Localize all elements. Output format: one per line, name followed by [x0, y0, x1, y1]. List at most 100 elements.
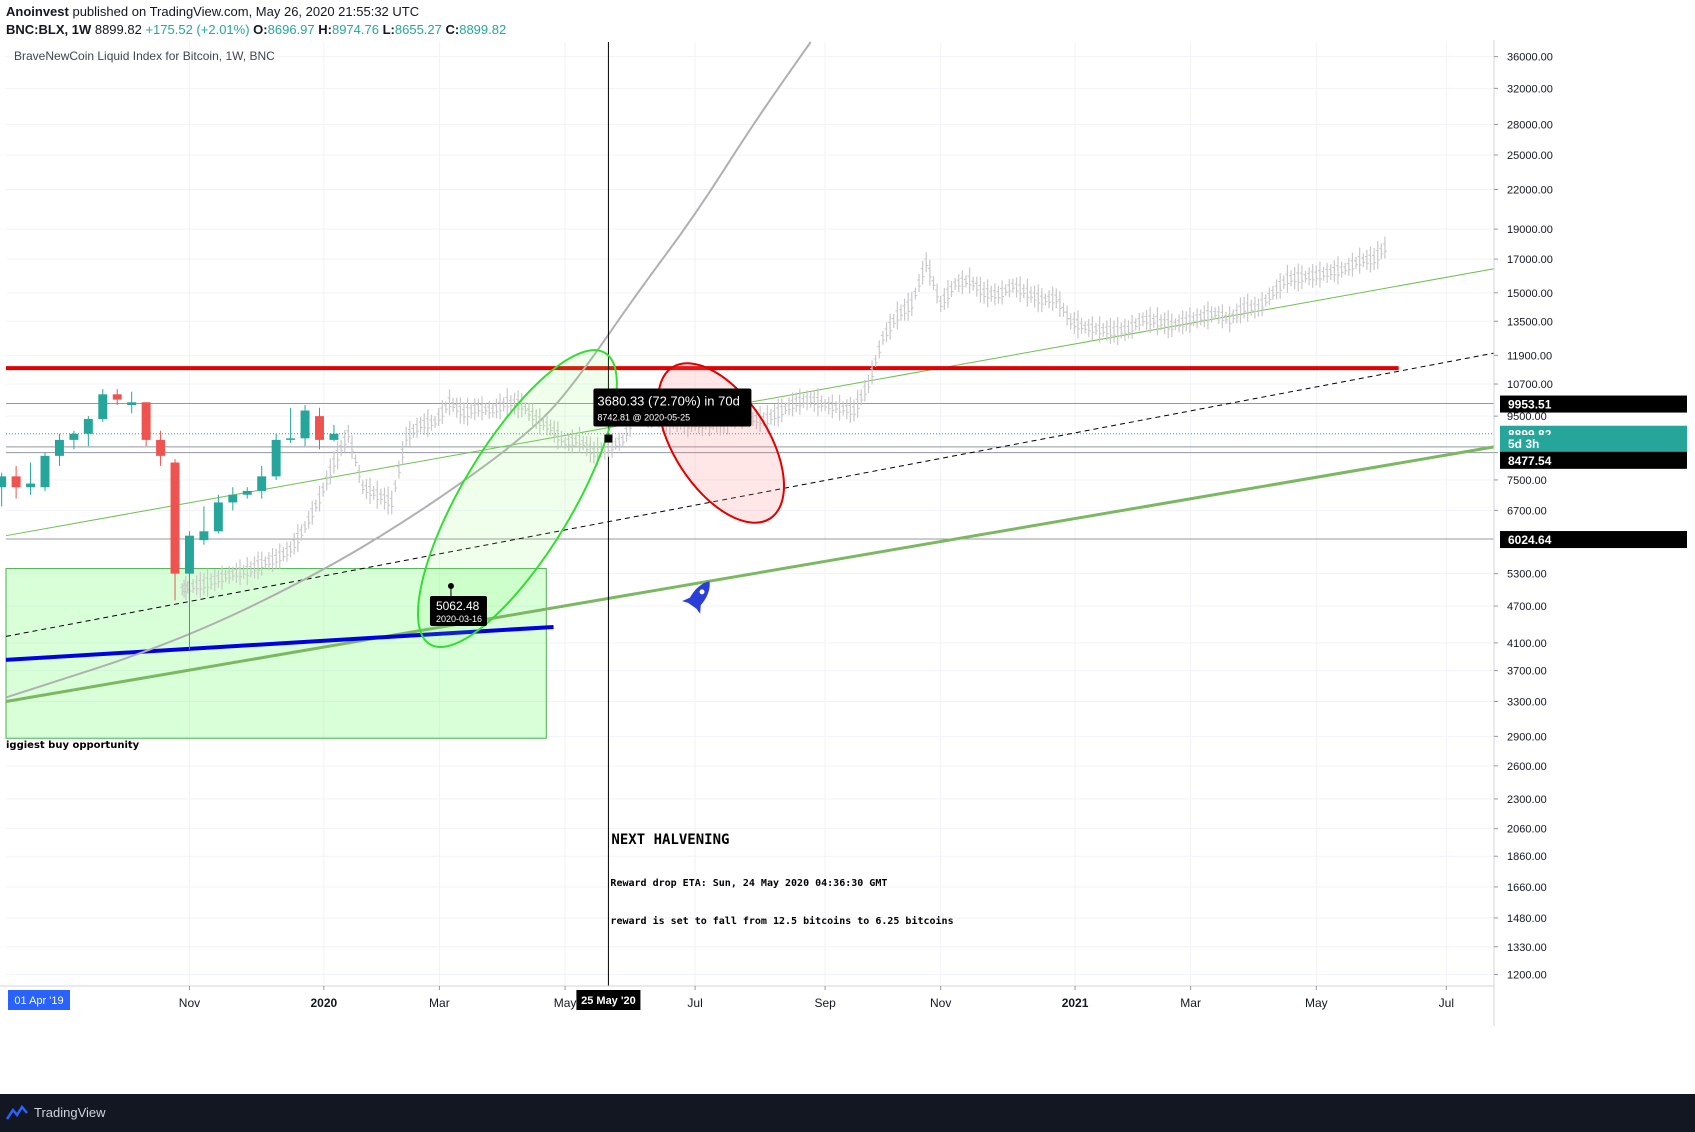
- measure-sub-date: 2020-05-25: [642, 413, 691, 423]
- candle-body: [286, 438, 296, 440]
- price-tick-label: 1330.00: [1507, 942, 1547, 954]
- price-badge-label: 9953.51: [1508, 398, 1552, 412]
- rocket-icon: [682, 581, 710, 614]
- time-axis[interactable]: Nov 2020 Mar May Jul Sep Nov 2021 Mar May Jul 01 Ap…: [0, 985, 1494, 1010]
- author-name[interactable]: Anoinvest: [6, 4, 69, 19]
- candle-body: [0, 476, 7, 488]
- time-tick-label: Sep: [814, 996, 836, 1010]
- price-badge-label: 6024.64: [1508, 533, 1552, 547]
- candlestick-series: [0, 389, 339, 650]
- candle-body: [112, 394, 122, 400]
- price-tick-label: 15000.00: [1507, 288, 1553, 300]
- measure-text: 3680.33 (72.70%) in 70d: [597, 394, 739, 409]
- low-label-value: 5062.48: [436, 599, 480, 613]
- candle-body: [26, 483, 36, 488]
- time-tick-label: Nov: [930, 996, 951, 1010]
- price-tick-label: 4700.00: [1507, 601, 1547, 613]
- candle-body: [315, 416, 324, 440]
- price-tick-label: 3700.00: [1507, 666, 1547, 678]
- candle-body: [54, 439, 64, 456]
- tradingview-logo-icon[interactable]: [6, 1104, 28, 1122]
- curve-line: [5, 41, 812, 699]
- candle-body: [271, 439, 281, 477]
- high-label: H:: [318, 22, 332, 37]
- price-tick-label: 2060.00: [1507, 824, 1547, 836]
- measure-box: [593, 388, 752, 427]
- candle-body: [228, 494, 238, 503]
- candle-body: [257, 476, 267, 491]
- price-badge: [1500, 434, 1687, 452]
- measure-sub-price: 8742.81: [597, 413, 630, 423]
- open-label: O:: [253, 22, 268, 37]
- price-tick-label: 1200.00: [1507, 970, 1547, 982]
- price-axis[interactable]: 36000.00 32000.00 28000.00 25000.00 22000.00…: [1493, 40, 1687, 1026]
- trendline-dashed: [5, 352, 1495, 637]
- price-tick-label: 22000.00: [1507, 185, 1553, 197]
- candle-body: [300, 410, 310, 439]
- low-label-box: [429, 596, 487, 627]
- symbol-label[interactable]: BNC:BLX, 1W: [6, 22, 92, 37]
- ohlc-legend: BNC:BLX, 1W 8899.82 +175.52 (+2.01%) O:8…: [6, 22, 506, 37]
- rocket-fin-right: [696, 602, 701, 614]
- low-label: L:: [382, 22, 395, 37]
- price-tick-label: 36000.00: [1507, 52, 1553, 64]
- price-tick-label: 7500.00: [1507, 475, 1547, 487]
- price-chart[interactable]: iggiest buy opportunity BraveNewCoin Liq…: [0, 40, 1695, 1094]
- price-tick-label: 4100.00: [1507, 638, 1547, 650]
- price-tick-label: 3300.00: [1507, 697, 1547, 709]
- trendline-green-thick: [5, 445, 1495, 703]
- halvening-eta: Reward drop ETA: Sun, 24 May 2020 04:36:…: [610, 878, 887, 889]
- time-tick-label: May: [1305, 996, 1328, 1010]
- candle-body: [184, 535, 194, 574]
- price-tick-label: 25000.00: [1507, 150, 1553, 162]
- price-badge: [1500, 531, 1687, 549]
- price-tick-label: 10700.00: [1507, 379, 1553, 391]
- close-label: C:: [445, 22, 460, 37]
- price-tick-label: 17000.00: [1507, 254, 1553, 266]
- price-tick-label: 13500.00: [1507, 316, 1553, 328]
- price-tick-label: 2900.00: [1507, 731, 1547, 743]
- price-tick-label: 11900.00: [1507, 350, 1552, 362]
- footer-bar: TradingView: [0, 1094, 1695, 1132]
- rocket-window: [699, 589, 705, 595]
- last-price: 8899.82: [94, 22, 142, 37]
- price-tick-label: 1660.00: [1507, 882, 1547, 894]
- time-tick-label: Mar: [429, 996, 450, 1010]
- halvening-title: NEXT HALVENING: [611, 832, 729, 848]
- close-value: 8899.82: [459, 22, 507, 37]
- candle-body: [98, 394, 108, 419]
- chart-title: BraveNewCoin Liquid Index for Bitcoin, 1…: [14, 49, 275, 63]
- candle-body: [83, 418, 93, 434]
- low-label-date: 2020-03-16: [436, 614, 482, 624]
- trendline-layer: [5, 41, 1495, 986]
- time-start-badge: [8, 990, 70, 1010]
- low-value: 8655.27: [394, 22, 442, 37]
- price-tick-label: 2300.00: [1507, 794, 1547, 806]
- time-tick-label: Nov: [179, 996, 200, 1010]
- candle-body: [127, 402, 137, 406]
- rocket-fin-left: [682, 596, 693, 603]
- price-badge-label: 8477.54: [1508, 454, 1552, 468]
- projection-layer: [180, 236, 1387, 601]
- buy-zone-label: iggiest buy opportunity: [6, 740, 140, 751]
- price-tick-label: 28000.00: [1507, 119, 1553, 131]
- candle-body: [199, 531, 209, 541]
- time-tick-label: Jul: [1439, 996, 1454, 1010]
- price-badge: [1500, 451, 1687, 469]
- price-tick-label: 19000.00: [1507, 224, 1553, 236]
- candle-body: [40, 455, 50, 488]
- price-tick-label: 6700.00: [1507, 505, 1547, 517]
- tradingview-brand[interactable]: TradingView: [34, 1105, 106, 1120]
- time-tick-label: 2020: [310, 996, 337, 1010]
- price-tick-label: 32000.00: [1507, 83, 1553, 95]
- candle-body: [141, 402, 151, 440]
- publish-date: published on TradingView.com, May 26, 20…: [72, 4, 420, 19]
- rocket-body: [688, 581, 710, 609]
- time-tick-label: 2021: [1062, 996, 1089, 1010]
- price-tick-label: 1860.00: [1507, 851, 1547, 863]
- candle-body: [242, 490, 252, 495]
- price-tick-label: 9500.00: [1507, 411, 1547, 423]
- halvening-reward: reward is set to fall from 12.5 bitcoins…: [610, 915, 953, 927]
- time-cursor-label: 25 May '20: [581, 995, 636, 1007]
- high-value: 8974.76: [331, 22, 379, 37]
